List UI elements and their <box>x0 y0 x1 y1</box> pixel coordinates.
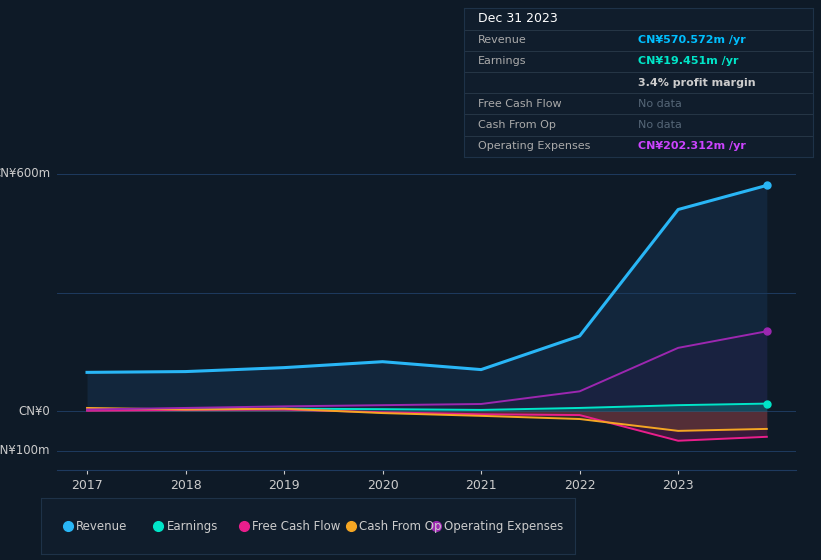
Text: Free Cash Flow: Free Cash Flow <box>252 520 340 533</box>
Text: Revenue: Revenue <box>76 520 127 533</box>
Text: No data: No data <box>639 99 682 109</box>
Text: Earnings: Earnings <box>167 520 218 533</box>
Text: CN¥570.572m /yr: CN¥570.572m /yr <box>639 35 746 45</box>
Text: Earnings: Earnings <box>478 57 526 67</box>
Text: Operating Expenses: Operating Expenses <box>478 141 590 151</box>
Text: Revenue: Revenue <box>478 35 526 45</box>
Text: CN¥19.451m /yr: CN¥19.451m /yr <box>639 57 739 67</box>
Text: CN¥0: CN¥0 <box>18 405 50 418</box>
Text: Cash From Op: Cash From Op <box>359 520 441 533</box>
Text: Dec 31 2023: Dec 31 2023 <box>478 12 557 26</box>
Text: CN¥202.312m /yr: CN¥202.312m /yr <box>639 141 746 151</box>
Text: No data: No data <box>639 120 682 130</box>
Text: CN¥600m: CN¥600m <box>0 167 50 180</box>
Text: 3.4% profit margin: 3.4% profit margin <box>639 78 756 87</box>
Text: Free Cash Flow: Free Cash Flow <box>478 99 562 109</box>
Text: -CN¥100m: -CN¥100m <box>0 444 50 457</box>
Text: Cash From Op: Cash From Op <box>478 120 556 130</box>
Text: Operating Expenses: Operating Expenses <box>444 520 563 533</box>
